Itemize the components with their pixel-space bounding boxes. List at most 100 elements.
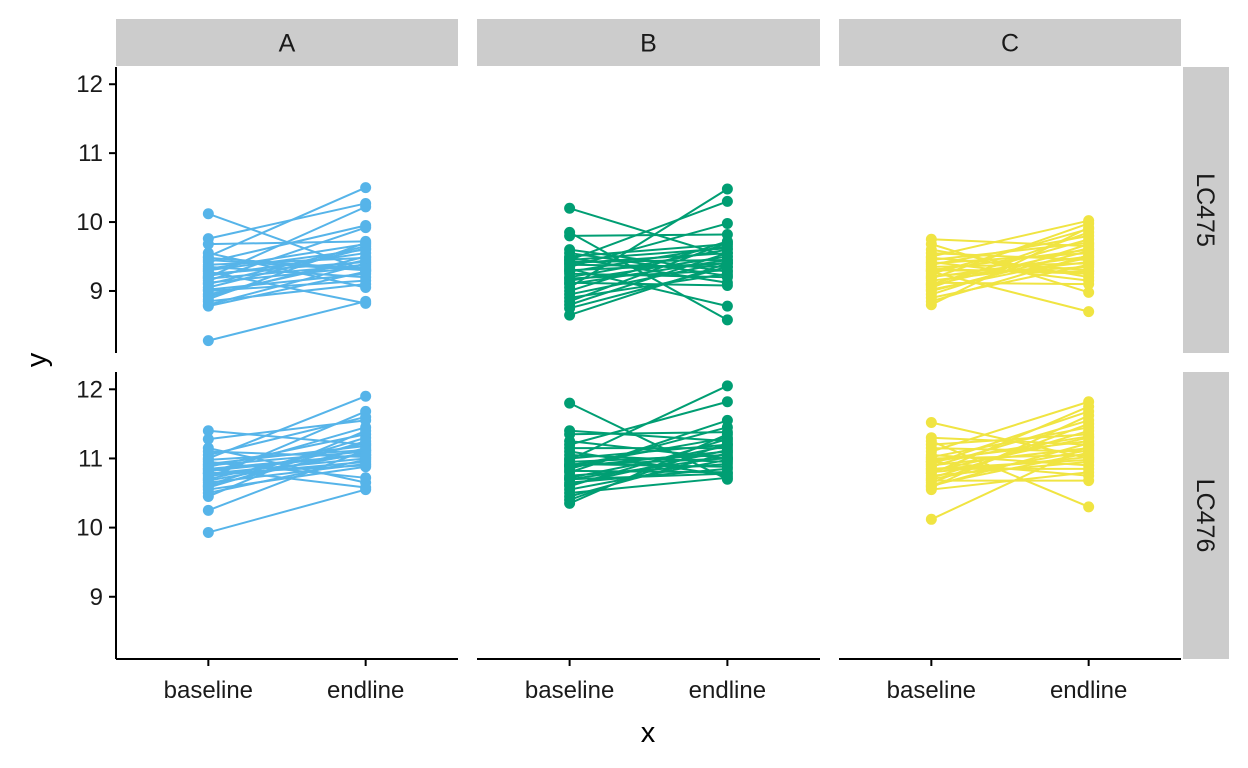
strip-label: LC476	[1191, 479, 1219, 553]
panel-a-lc475	[202, 182, 372, 347]
pair-line	[569, 431, 728, 436]
pair-line	[207, 449, 367, 512]
baseline-point	[202, 208, 214, 220]
pair-line	[930, 422, 1090, 484]
pair-line	[569, 243, 728, 258]
baseline-point	[202, 490, 214, 502]
endline-point	[721, 414, 733, 426]
pair-line	[569, 457, 728, 467]
endline-point	[721, 183, 733, 195]
pair-line	[569, 222, 728, 268]
pair-line	[208, 226, 366, 282]
endline-point	[360, 278, 372, 290]
pair-line	[930, 226, 1090, 306]
pair-line	[569, 248, 728, 279]
pair-line	[208, 241, 366, 301]
baseline-point	[202, 433, 214, 445]
endline-point	[1083, 249, 1095, 261]
endline-point	[721, 257, 733, 269]
endline-point	[360, 472, 372, 484]
pair-line	[569, 207, 728, 258]
pair-line	[208, 247, 366, 289]
baseline-point	[564, 497, 576, 509]
pair-line	[208, 300, 366, 342]
strip-background	[1183, 67, 1229, 353]
pair-line	[207, 395, 367, 460]
baseline-point	[202, 504, 214, 516]
endline-point	[360, 263, 372, 275]
pair-line	[931, 269, 1089, 273]
x-tick-label: baseline	[525, 677, 614, 704]
endline-point	[360, 425, 372, 437]
baseline-point	[564, 254, 576, 266]
y-tick-label: 12	[76, 376, 103, 403]
y-tick-label: 12	[76, 71, 103, 98]
pair-line	[931, 243, 1089, 296]
row-strip-lc476: LC476	[1183, 372, 1229, 659]
endline-point	[360, 201, 372, 213]
endline-point	[721, 468, 733, 480]
y-axis-lc476: 9 10 11 12	[76, 372, 117, 659]
pair-line	[931, 400, 1089, 453]
pair-line	[569, 233, 728, 237]
pair-line	[569, 247, 728, 261]
pair-line	[207, 205, 367, 279]
baseline-point	[925, 264, 937, 276]
baseline-point	[202, 526, 214, 538]
strip-background	[477, 19, 820, 66]
endline-point	[1083, 238, 1095, 250]
row-strips: LC475 LC476	[1183, 67, 1229, 659]
pair-line	[569, 472, 728, 481]
pair-line	[208, 458, 366, 495]
baseline-point	[202, 238, 214, 250]
endline-point	[721, 428, 733, 440]
pair-line	[208, 426, 366, 474]
x-tick-label: endline	[327, 677, 404, 704]
strip-background	[1183, 372, 1229, 659]
panel-c-lc475	[925, 215, 1095, 318]
pair-line	[569, 265, 728, 310]
baseline-point	[925, 513, 937, 525]
pair-line	[569, 442, 728, 501]
pair-line	[569, 241, 728, 303]
column-strips: A B C	[116, 19, 1181, 66]
y-tick-label: 9	[90, 278, 103, 305]
pair-line	[931, 254, 1089, 303]
pair-line	[931, 219, 1089, 258]
pair-line	[208, 262, 366, 306]
pair-line	[207, 429, 367, 498]
x-axis-b: baseline endline	[477, 658, 820, 704]
strip-label: C	[1001, 30, 1019, 58]
baseline-point	[202, 252, 214, 264]
endline-point	[1083, 418, 1095, 430]
baseline-point	[564, 473, 576, 485]
x-tick-label: baseline	[887, 677, 976, 704]
x-tick-label: endline	[689, 677, 766, 704]
endline-point	[360, 449, 372, 461]
endline-point	[721, 380, 733, 392]
axes: 9 10 11 12 9 10 11 12 baseline endline baseline end…	[76, 67, 1181, 704]
pair-line	[208, 429, 366, 446]
baseline-point	[564, 230, 576, 242]
pair-line	[569, 272, 728, 299]
x-tick-label: baseline	[164, 677, 253, 704]
panel-b-lc475	[564, 183, 733, 326]
strip-background	[116, 19, 458, 66]
facet-panels	[202, 182, 1095, 538]
pair-line	[931, 222, 1089, 280]
column-strip-c: C	[839, 19, 1181, 66]
baseline-point	[925, 484, 937, 496]
endline-point	[1083, 306, 1095, 318]
endline-point	[721, 300, 733, 312]
pair-line	[208, 224, 366, 264]
endline-point	[721, 242, 733, 254]
pair-line	[569, 200, 728, 261]
endline-point	[1083, 401, 1095, 413]
baseline-point	[202, 468, 214, 480]
endline-point	[721, 217, 733, 229]
pair-line	[569, 384, 728, 461]
pair-line	[207, 186, 367, 258]
y-axis-title: y	[21, 352, 53, 367]
x-axis-title: x	[641, 717, 656, 749]
pair-line	[931, 458, 1089, 470]
